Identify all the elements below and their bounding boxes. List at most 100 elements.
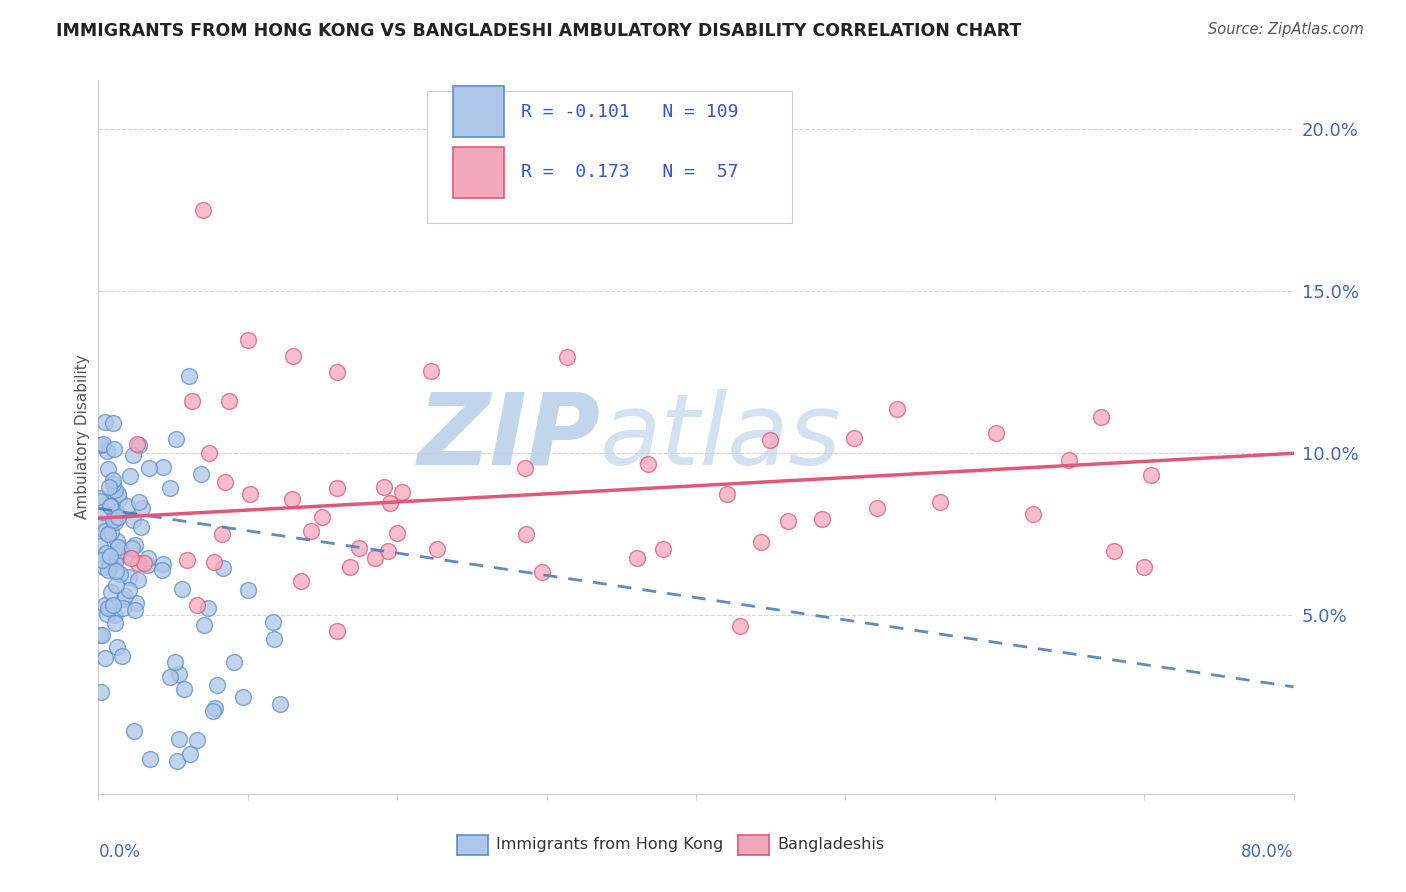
Point (125, 437, 148, 451)
Point (91, 553, 114, 567)
Point (138, 461, 160, 475)
Point (749, 534, 772, 549)
Point (211, 526, 233, 541)
Point (93, 650, 115, 665)
Point (98, 500, 121, 514)
Point (108, 566, 131, 581)
Point (112, 592, 135, 607)
Point (110, 542, 132, 557)
Point (121, 541, 143, 555)
Point (716, 486, 738, 500)
Point (163, 656, 186, 670)
Point (262, 615, 284, 630)
Point (127, 557, 149, 571)
Point (197, 446, 219, 460)
Point (984, 425, 1007, 440)
Point (172, 582, 194, 596)
Point (89, 516, 111, 530)
Point (513, 461, 536, 475)
Point (364, 550, 387, 565)
Point (212, 560, 235, 574)
Point (127, 573, 149, 587)
Point (94, 546, 117, 560)
Point (218, 393, 240, 408)
Point (202, 554, 225, 568)
Text: 0.0%: 0.0% (98, 843, 141, 861)
Text: Source: ZipAtlas.com: Source: ZipAtlas.com (1208, 22, 1364, 37)
Point (129, 519, 152, 533)
Point (426, 542, 449, 557)
Point (104, 554, 127, 568)
Point (193, 617, 215, 632)
Point (165, 432, 187, 446)
Point (652, 542, 675, 557)
Point (97, 558, 120, 573)
Point (91, 505, 114, 519)
Point (637, 457, 659, 471)
Point (97, 563, 120, 577)
Point (176, 553, 198, 567)
Point (94, 524, 117, 538)
Point (339, 559, 361, 574)
Point (1104, 543, 1126, 558)
Point (124, 538, 146, 552)
Point (555, 350, 578, 364)
Text: ZIP: ZIP (418, 389, 600, 485)
Point (107, 510, 129, 524)
Point (866, 500, 889, 515)
Point (347, 541, 370, 555)
Text: 80.0%: 80.0% (1241, 843, 1294, 861)
Point (111, 649, 134, 664)
Point (128, 438, 150, 452)
Point (811, 511, 834, 525)
Point (114, 590, 136, 604)
Point (166, 754, 188, 768)
Point (104, 578, 127, 592)
Point (91, 437, 114, 451)
Text: R =  0.173   N =  57: R = 0.173 N = 57 (522, 163, 740, 181)
Point (101, 476, 124, 491)
Point (139, 752, 162, 766)
Text: atlas: atlas (600, 389, 842, 485)
Point (97, 527, 120, 541)
Point (96, 607, 118, 622)
Point (117, 548, 139, 562)
Point (214, 475, 236, 490)
Point (132, 556, 155, 570)
Point (420, 364, 443, 378)
Point (186, 599, 208, 613)
Point (105, 511, 128, 525)
Point (191, 202, 214, 217)
Point (104, 615, 127, 630)
Point (89, 494, 111, 508)
Point (120, 469, 142, 483)
Point (103, 507, 125, 521)
Point (263, 632, 285, 646)
Point (136, 558, 159, 572)
Point (373, 480, 395, 494)
Point (97, 601, 120, 615)
Point (290, 574, 312, 588)
Point (90, 438, 112, 452)
Point (111, 600, 134, 615)
Point (107, 540, 129, 554)
Point (103, 513, 125, 527)
Point (124, 603, 146, 617)
Point (236, 333, 259, 347)
Point (125, 596, 148, 610)
Point (159, 670, 181, 684)
Point (105, 549, 128, 564)
Point (326, 365, 349, 379)
Text: Immigrants from Hong Kong: Immigrants from Hong Kong (496, 838, 724, 852)
Point (231, 690, 253, 704)
Point (152, 460, 174, 475)
Point (103, 442, 125, 456)
Point (1059, 452, 1081, 467)
FancyBboxPatch shape (453, 86, 503, 137)
Point (1140, 468, 1163, 483)
Point (326, 624, 349, 639)
Point (98, 549, 121, 564)
Text: IMMIGRANTS FROM HONG KONG VS BANGLADESHI AMBULATORY DISABILITY CORRELATION CHART: IMMIGRANTS FROM HONG KONG VS BANGLADESHI… (56, 22, 1022, 40)
Point (190, 467, 212, 481)
Point (89, 628, 111, 642)
